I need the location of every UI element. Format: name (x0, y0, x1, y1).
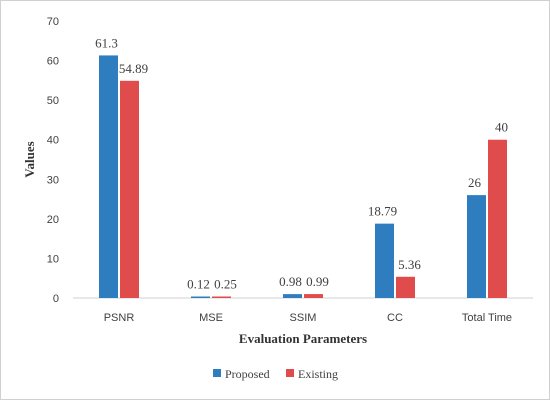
bar-existing (304, 294, 323, 298)
y-axis-ticks: 0 10 20 30 40 50 60 70 (47, 16, 59, 305)
y-tick-label: 30 (47, 174, 59, 186)
data-label-proposed: 18.79 (368, 204, 397, 219)
bar-proposed (375, 223, 394, 298)
legend-swatch-proposed (213, 369, 221, 377)
bar-proposed (99, 55, 118, 299)
x-axis-categories: PSNR MSE SSIM CC Total Time (104, 312, 512, 324)
data-label-existing: 0.25 (214, 277, 237, 292)
y-tick-label: 40 (47, 135, 59, 147)
bar-proposed (191, 296, 210, 298)
data-label-proposed: 0.98 (279, 274, 302, 289)
bar-existing (212, 296, 231, 298)
y-axis-title: Values (22, 141, 37, 177)
legend: Proposed Existing (213, 367, 338, 381)
x-category-label: Total Time (462, 312, 512, 324)
bar-proposed (467, 195, 486, 298)
bar-proposed (283, 294, 302, 298)
y-tick-label: 20 (47, 214, 59, 226)
x-category-label: CC (387, 312, 403, 324)
x-category-label: PSNR (104, 312, 135, 324)
data-label-existing: 40 (495, 120, 508, 135)
data-label-existing: 54.89 (119, 61, 148, 76)
bar-existing (396, 276, 415, 298)
data-label-existing: 0.99 (306, 274, 329, 289)
x-axis-title: Evaluation Parameters (239, 331, 367, 346)
y-tick-label: 70 (47, 16, 59, 28)
data-label-proposed: 61.3 (95, 35, 118, 50)
bar-existing (488, 139, 507, 298)
data-label-proposed: 26 (468, 175, 482, 190)
bar-existing (120, 80, 139, 299)
data-label-existing: 5.36 (398, 257, 421, 272)
bars (99, 55, 507, 299)
data-labels: 61.354.89 0.12 0.25 0.98 0.99 18.79 5.36 26 40 (95, 35, 508, 291)
legend-label-existing: Existing (298, 367, 338, 381)
data-label-proposed: 0.12 (187, 277, 210, 292)
y-tick-label: 50 (47, 95, 59, 107)
legend-label-proposed: Proposed (225, 367, 270, 381)
y-tick-label: 10 (47, 253, 59, 265)
y-tick-label: 0 (53, 293, 59, 305)
y-tick-label: 60 (47, 56, 59, 68)
x-category-label: SSIM (290, 312, 317, 324)
x-category-label: MSE (199, 312, 223, 324)
legend-swatch-existing (286, 369, 294, 377)
